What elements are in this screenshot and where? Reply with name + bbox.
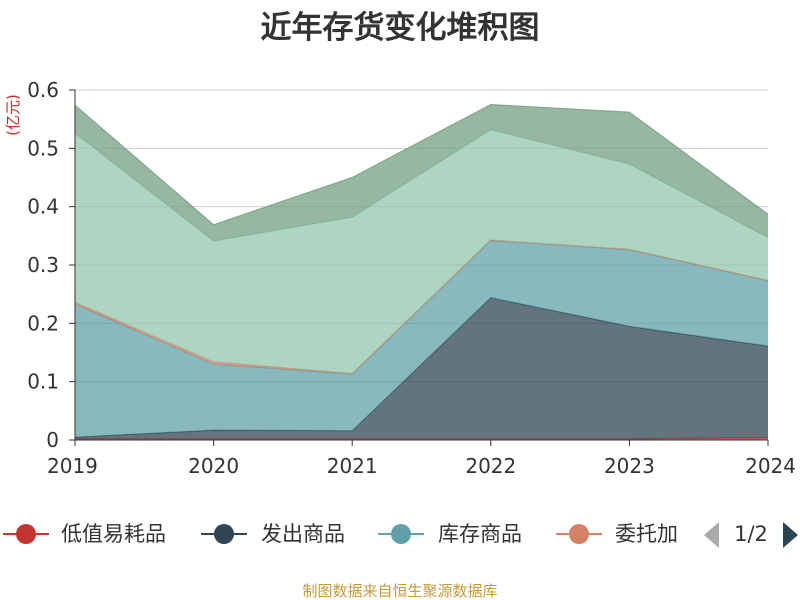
y-tick-label: 0.5 [27,136,59,160]
legend-item-consigned-processing[interactable]: 委托加 [556,522,678,546]
y-tick-label: 0.4 [27,195,59,219]
legend-page-indicator: 1/2 [734,522,768,546]
area-series-2[interactable] [75,240,768,438]
legend-label: 库存商品 [438,522,522,546]
y-tick-label: 0.6 [27,78,59,102]
y-axis-unit-label: (亿元) [4,94,22,136]
area-layer [74,103,769,440]
x-tick-label: 2023 [604,454,655,478]
legend-marker-circle-icon [16,524,36,544]
x-tick-label: 2019 [47,454,98,478]
x-tick-label: 2021 [327,454,378,478]
y-tick-label: 0.2 [27,311,59,335]
x-tick-label: 2024 [745,454,796,478]
legend-marker-circle-icon [214,524,234,544]
legend-item-inventory-goods[interactable]: 库存商品 [378,522,522,546]
legend-prev-page-icon[interactable] [704,522,719,548]
legend-pager: 1/2 [704,522,798,548]
legend-label: 委托加 [615,522,678,546]
area-series-5[interactable] [75,104,768,242]
chart-title: 近年存货变化堆积图 [261,10,540,46]
y-tick-label: 0.1 [27,370,59,394]
y-tick-label: 0.3 [27,253,59,277]
data-source-note: 制图数据来自恒生聚源数据库 [302,582,497,600]
legend-marker-circle-icon [569,524,589,544]
legend: 低值易耗品 发出商品 库存商品 委托加 1/2 [3,522,798,548]
x-tick-label: 2022 [465,454,516,478]
legend-label: 发出商品 [261,522,345,546]
x-tick-label: 2020 [188,454,239,478]
legend-label: 低值易耗品 [61,522,166,546]
axis-layer: 0 0.1 0.2 0.3 0.4 0.5 0.6 2019 2020 2021 2022 2023 2… [27,78,796,478]
legend-item-goods-shipped[interactable]: 发出商品 [201,522,345,546]
area-series-line-5 [74,103,769,226]
area-series-4[interactable] [75,129,768,374]
area-series-1[interactable] [75,297,768,439]
legend-next-page-icon[interactable] [783,522,798,548]
legend-marker-circle-icon [391,524,411,544]
y-tick-label: 0 [46,428,59,452]
legend-item-low-value-consumables[interactable]: 低值易耗品 [3,522,166,546]
